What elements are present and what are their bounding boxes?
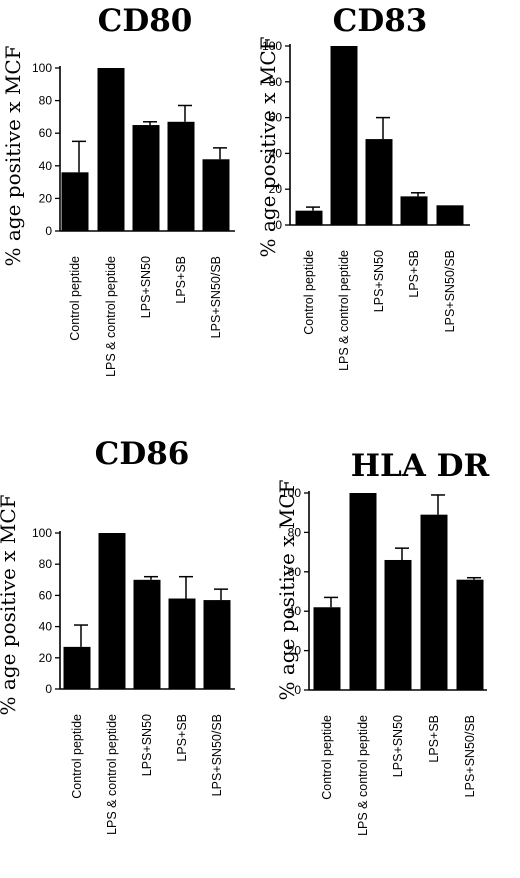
y-tick-label: 40 xyxy=(39,159,53,173)
x-category-label: LPS & control peptide xyxy=(337,250,351,371)
chart-panel-hla-dr: HLA DR % age positive x MCF 0 20 40 60 80 100… xyxy=(275,448,490,836)
x-category-label: LPS+SB xyxy=(407,250,421,298)
bar xyxy=(167,121,195,231)
x-category-label: LPS+SB xyxy=(174,256,188,304)
x-category-label: LPS+SN50/SB xyxy=(443,250,457,332)
y-tick-label: 60 xyxy=(39,126,53,140)
x-category-label: LPS+SN50/SB xyxy=(210,714,224,796)
y-tick-label: 20 xyxy=(39,191,53,205)
y-axis-label: % age positive x MCF xyxy=(1,45,25,266)
bar xyxy=(330,46,358,225)
y-tick-label: 60 xyxy=(39,588,53,602)
x-category-label: Control peptide xyxy=(70,714,84,799)
x-category-label: LPS & control peptide xyxy=(104,256,118,377)
x-category-label: LPS+SB xyxy=(427,715,441,763)
bar xyxy=(97,68,125,231)
y-axis-label: % age positive x MCF xyxy=(256,36,280,257)
chart-panel-cd83: CD83 % age positive x MCF 0 20 40 60 80 100 Co… xyxy=(256,3,470,371)
x-category-label: LPS+SN50 xyxy=(372,250,386,312)
chart-title: CD80 xyxy=(98,3,193,39)
y-tick-label: 0 xyxy=(45,224,52,238)
x-category-label: LPS+SN50/SB xyxy=(209,256,223,338)
bar xyxy=(132,125,160,231)
chart-panel-cd86: CD86 % age positive x MCF 0 20 40 60 80 100 Co… xyxy=(0,436,235,835)
y-tick-label: 20 xyxy=(269,182,283,196)
chart-panel-cd80: CD80 % age positive x MCF 0 20 40 60 80 100 Co… xyxy=(1,3,235,377)
bar xyxy=(295,210,323,225)
bar xyxy=(365,139,393,225)
y-tick-label: 80 xyxy=(269,75,283,89)
y-tick-label: 0 xyxy=(275,218,282,232)
y-tick-label: 0 xyxy=(294,683,301,697)
bar xyxy=(133,579,161,689)
y-tick-label: 0 xyxy=(45,682,52,696)
bar xyxy=(63,646,91,689)
bar xyxy=(436,205,464,225)
y-tick-label: 20 xyxy=(39,651,53,665)
y-axis-label: % age positive x MCF xyxy=(0,494,20,715)
y-tick-label: 100 xyxy=(281,486,301,500)
bar xyxy=(98,533,126,689)
bar xyxy=(168,598,196,689)
y-tick-label: 80 xyxy=(288,525,302,539)
bar xyxy=(203,600,231,689)
y-tick-label: 60 xyxy=(288,565,302,579)
x-category-label: Control peptide xyxy=(302,250,316,335)
y-tick-label: 20 xyxy=(288,644,302,658)
bar xyxy=(202,159,230,231)
bar xyxy=(61,172,89,231)
y-tick-label: 60 xyxy=(269,111,283,125)
y-tick-label: 100 xyxy=(32,61,52,75)
chart-title: CD83 xyxy=(333,3,428,39)
x-category-label: LPS+SN50 xyxy=(139,256,153,318)
x-category-label: LPS & control peptide xyxy=(105,714,119,835)
y-tick-label: 40 xyxy=(269,146,283,160)
chart-title: HLA DR xyxy=(351,448,490,484)
x-category-label: LPS+SN50 xyxy=(140,714,154,776)
x-category-label: LPS & control peptide xyxy=(356,715,370,836)
bar xyxy=(384,559,412,690)
bar xyxy=(349,493,377,690)
bar xyxy=(313,607,341,690)
bar xyxy=(456,579,484,690)
x-category-label: Control peptide xyxy=(68,256,82,341)
bar xyxy=(420,514,448,690)
x-category-label: LPS+SN50/SB xyxy=(463,715,477,797)
y-tick-label: 40 xyxy=(288,604,302,618)
chart-title: CD86 xyxy=(95,436,190,472)
y-tick-label: 100 xyxy=(262,39,282,53)
x-category-label: LPS+SN50 xyxy=(391,715,405,777)
y-axis-label: % age positive x MCF xyxy=(275,479,299,700)
y-tick-label: 100 xyxy=(32,526,52,540)
x-category-label: Control peptide xyxy=(320,715,334,800)
x-category-label: LPS+SB xyxy=(175,714,189,762)
bar xyxy=(400,196,428,225)
y-tick-label: 40 xyxy=(39,620,53,634)
y-tick-label: 80 xyxy=(39,557,53,571)
y-tick-label: 80 xyxy=(39,94,53,108)
